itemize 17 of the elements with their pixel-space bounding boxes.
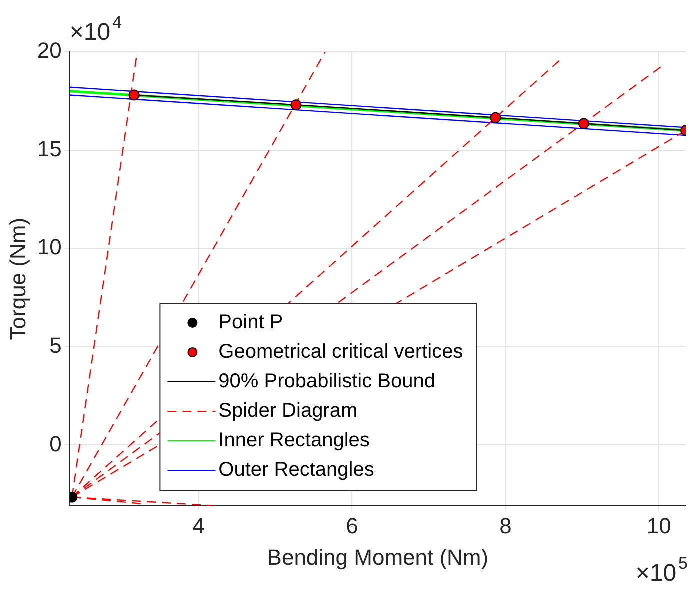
x-tick-label: 6 — [346, 513, 358, 538]
y-tick-label: 20 — [37, 38, 62, 64]
y-tick-label: 10 — [37, 234, 62, 260]
y-tick-label: 5 — [50, 333, 62, 358]
y-axis-title: Torque (Nm) — [5, 218, 30, 340]
legend-label: Spider Diagram — [218, 400, 358, 422]
x-tick-label: 4 — [192, 513, 205, 538]
x-axis-title: Bending Moment (Nm) — [267, 544, 489, 570]
x-tick-label: 10 — [646, 513, 672, 538]
x-tick-label: 8 — [500, 513, 512, 538]
legend-label: 90% Probabilistic Bound — [218, 370, 436, 392]
legend-label: Outer Rectangles — [218, 458, 374, 481]
y-tick-label: 0 — [50, 431, 62, 456]
y-tick-label: 15 — [37, 136, 62, 162]
legend-label: Point P — [218, 311, 284, 334]
legend-label: Geometrical critical vertices — [218, 340, 464, 363]
legend-label: Inner Rectangles — [218, 429, 370, 452]
